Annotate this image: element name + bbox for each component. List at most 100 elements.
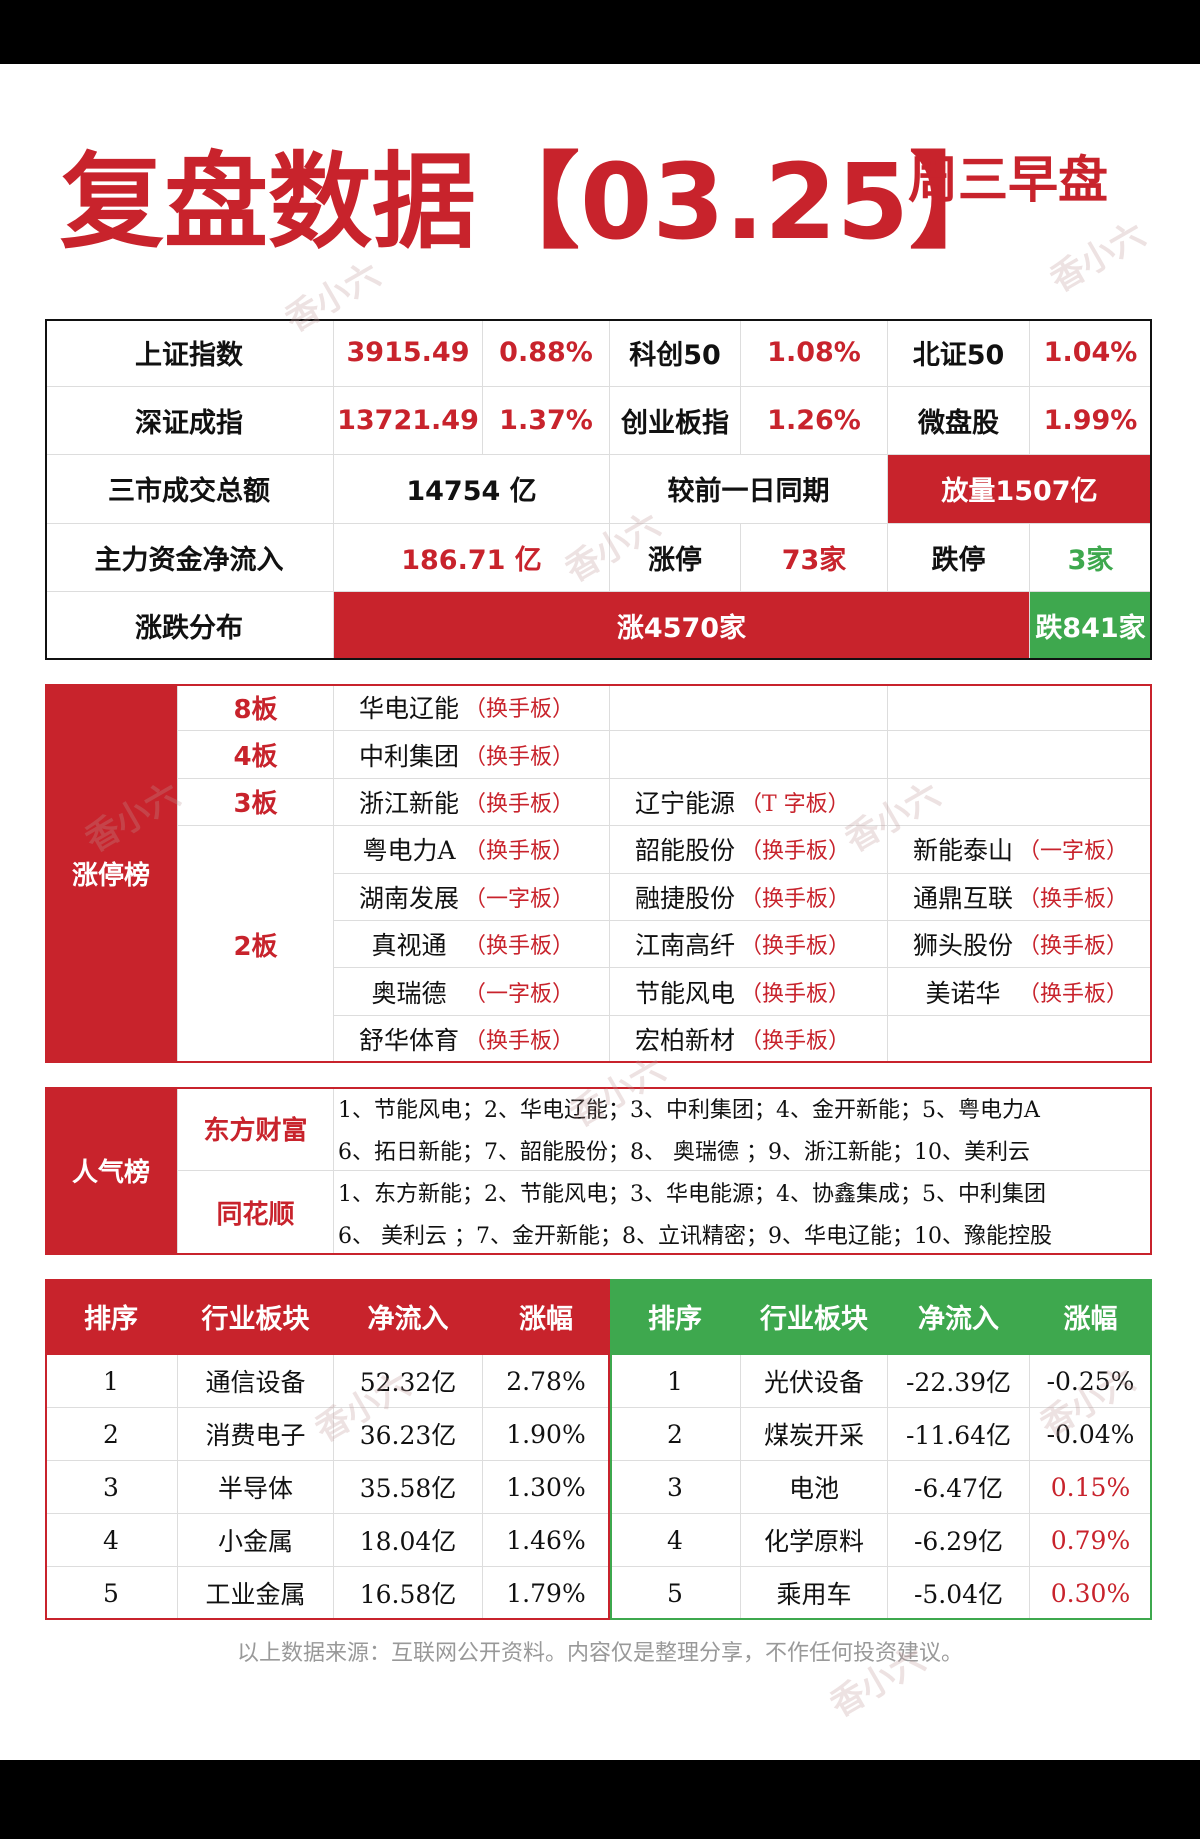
stock-name: 中利集团 bbox=[358, 741, 459, 771]
table-cell: 煤炭开采 bbox=[741, 1408, 888, 1461]
board-label: 4板 bbox=[178, 731, 334, 779]
index-cell: 涨跌分布 bbox=[45, 591, 334, 660]
stock-tag: （一字板） bbox=[464, 886, 575, 912]
table-cell: 2.78% bbox=[483, 1355, 610, 1408]
index-cell: 13721.49 bbox=[334, 387, 483, 456]
stock-tag: （换手板） bbox=[464, 934, 575, 960]
stock-name: 狮头股份 bbox=[912, 931, 1013, 961]
table-cell: 光伏设备 bbox=[741, 1355, 888, 1408]
stock-tag: （换手板） bbox=[740, 1028, 851, 1054]
board-label: 3板 bbox=[178, 778, 334, 827]
table-header: 行业板块 bbox=[741, 1279, 888, 1355]
table-cell: -6.47亿 bbox=[888, 1461, 1030, 1514]
stock-name: 韶能股份 bbox=[634, 836, 735, 866]
stock-name: 湖南发展 bbox=[358, 883, 459, 913]
index-cell: 主力资金净流入 bbox=[45, 523, 334, 592]
stock-cell: 美诺华 （换手板） bbox=[888, 968, 1152, 1016]
table-header: 净流入 bbox=[888, 1279, 1030, 1355]
stock-name: 舒华体育 bbox=[358, 1025, 459, 1055]
stock-cell: 舒华体育 （换手板） bbox=[334, 1015, 610, 1064]
index-cell: 1.26% bbox=[741, 387, 888, 456]
index-cell: 创业板指 bbox=[610, 387, 741, 456]
table-cell: 18.04亿 bbox=[334, 1514, 483, 1567]
index-cell: 较前一日同期 bbox=[610, 455, 888, 524]
rank-line: 6、 美利云 ；7、金开新能；8、立讯精密；9、华电辽能；10、豫能控股 bbox=[334, 1213, 1152, 1255]
stock-tag: （T 字板） bbox=[740, 791, 850, 817]
table-header: 涨幅 bbox=[1030, 1279, 1152, 1355]
stock-tag: （一字板） bbox=[464, 981, 575, 1007]
source-name: 东方财富 bbox=[178, 1087, 334, 1171]
rank-line: 6、拓日新能；7、韶能股份；8、 奥瑞德 ；9、浙江新能；10、美利云 bbox=[334, 1129, 1152, 1171]
section-label: 涨停榜 bbox=[45, 684, 178, 1064]
stock-tag: （换手板） bbox=[464, 744, 575, 770]
table-cell: 16.58亿 bbox=[334, 1567, 483, 1620]
stock-name: 粤电力A bbox=[362, 836, 456, 866]
stock-tag: （换手板） bbox=[1018, 886, 1129, 912]
stock-cell: 奥瑞德 （一字板） bbox=[334, 968, 610, 1016]
table-cell: 1.30% bbox=[483, 1461, 610, 1514]
table-cell: 半导体 bbox=[178, 1461, 334, 1514]
stock-name: 新能泰山 bbox=[912, 836, 1013, 866]
table-cell: 35.58亿 bbox=[334, 1461, 483, 1514]
table-cell: 4 bbox=[45, 1514, 178, 1567]
stock-tag: （换手板） bbox=[740, 981, 851, 1007]
stock-cell: 通鼎互联 （换手板） bbox=[888, 873, 1152, 921]
subtitle: 周三早盘 bbox=[908, 151, 1108, 209]
watermark: 香小六 bbox=[1043, 214, 1152, 301]
stock-name: 华电辽能 bbox=[358, 694, 459, 724]
stock-tag: （换手板） bbox=[1018, 934, 1129, 960]
stock-cell: 节能风电 （换手板） bbox=[610, 968, 888, 1016]
stock-cell: 江南高纤 （换手板） bbox=[610, 921, 888, 969]
table-cell: 1.90% bbox=[483, 1408, 610, 1461]
footer-note: 以上数据来源：互联网公开资料。内容仅是整理分享，不作任何投资建议。 bbox=[236, 1641, 963, 1666]
section-label: 人气榜 bbox=[45, 1087, 178, 1255]
table-cell: 电池 bbox=[741, 1461, 888, 1514]
index-cell: 放量1507亿 bbox=[888, 455, 1152, 524]
stock-tag: （换手板） bbox=[464, 697, 575, 723]
table-cell: 工业金属 bbox=[178, 1567, 334, 1620]
stock-tag: （换手板） bbox=[464, 839, 575, 865]
stock-cell: 狮头股份 （换手板） bbox=[888, 921, 1152, 969]
table-header: 排序 bbox=[45, 1279, 178, 1355]
table-cell: 4 bbox=[610, 1514, 741, 1567]
table-cell: 3 bbox=[610, 1461, 741, 1514]
index-cell: 14754 亿 bbox=[334, 455, 610, 524]
table-cell: 通信设备 bbox=[178, 1355, 334, 1408]
rank-line: 1、东方新能；2、节能风电；3、华电能源；4、协鑫集成；5、中利集团 bbox=[334, 1171, 1152, 1213]
stock-cell bbox=[888, 684, 1152, 732]
stock-cell: 融捷股份 （换手板） bbox=[610, 873, 888, 921]
stock-name: 真视通 bbox=[371, 931, 447, 961]
title: 复盘数据【03.25】 bbox=[60, 141, 1013, 263]
table-cell: 消费电子 bbox=[178, 1408, 334, 1461]
table-cell: 0.15% bbox=[1030, 1461, 1152, 1514]
table-cell: 小金属 bbox=[178, 1514, 334, 1567]
stock-name: 江南高纤 bbox=[634, 931, 735, 961]
stock-cell bbox=[888, 1015, 1152, 1064]
rank-line: 1、节能风电；2、华电辽能；3、中利集团；4、金开新能；5、粤电力A bbox=[334, 1087, 1152, 1129]
stock-tag: （换手板） bbox=[464, 791, 575, 817]
stock-name: 宏柏新材 bbox=[634, 1025, 735, 1055]
stock-tag: （换手板） bbox=[1018, 981, 1129, 1007]
stock-tag: （换手板） bbox=[740, 886, 851, 912]
index-cell: 1.99% bbox=[1030, 387, 1152, 456]
stock-cell: 真视通 （换手板） bbox=[334, 921, 610, 969]
stock-cell: 湖南发展 （一字板） bbox=[334, 873, 610, 921]
index-cell: 三市成交总额 bbox=[45, 455, 334, 524]
table-cell: 5 bbox=[45, 1567, 178, 1620]
index-cell: 3915.49 bbox=[334, 319, 483, 388]
index-cell: 科创50 bbox=[610, 319, 741, 388]
table-cell: 5 bbox=[610, 1567, 741, 1620]
stock-name: 浙江新能 bbox=[358, 788, 459, 818]
table-cell: 1.79% bbox=[483, 1567, 610, 1620]
index-cell: 1.04% bbox=[1030, 319, 1152, 388]
stock-cell bbox=[610, 731, 888, 779]
stock-cell: 新能泰山 （一字板） bbox=[888, 826, 1152, 874]
stock-cell: 华电辽能 （换手板） bbox=[334, 684, 610, 732]
table-cell: -22.39亿 bbox=[888, 1355, 1030, 1408]
index-cell: 深证成指 bbox=[45, 387, 334, 456]
stock-name: 节能风电 bbox=[634, 978, 735, 1008]
table-cell: 1.46% bbox=[483, 1514, 610, 1567]
table-header: 行业板块 bbox=[178, 1279, 334, 1355]
board-label: 2板 bbox=[178, 826, 334, 1064]
